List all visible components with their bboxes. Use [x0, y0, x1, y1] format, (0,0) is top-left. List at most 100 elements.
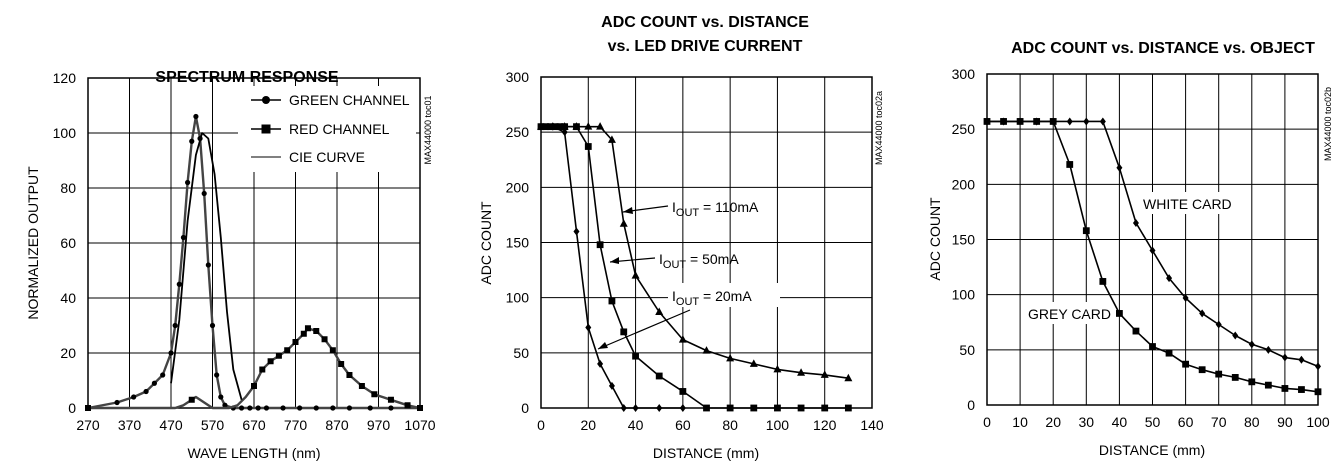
data-point-green-channel [346, 405, 353, 411]
x-tick-label: 370 [118, 417, 142, 433]
data-point-iout-50ma [596, 241, 604, 249]
y-tick-label: 80 [60, 180, 76, 196]
y-tick-label: 0 [967, 397, 975, 413]
adc-vs-distance-object-chart: ADC COUNT vs. DISTANCE vs. OBJECT 0 10 20 3… [927, 40, 1333, 458]
data-point-red-channel [358, 383, 365, 389]
y-tick-label: 40 [60, 290, 76, 306]
data-point-white-card [1132, 218, 1139, 227]
data-point-iout-50ma [584, 143, 592, 150]
data-point-iout-50ma [556, 123, 564, 131]
data-point-grey-card [1314, 388, 1322, 396]
data-point-iout-50ma [821, 404, 829, 412]
data-point-green-channel [131, 394, 137, 400]
data-point-red-channel [387, 396, 394, 403]
white-card-label-background [1140, 192, 1232, 214]
data-point-iout-50ma [703, 404, 710, 412]
chart3-series [983, 117, 1322, 396]
x-tick-label: 470 [159, 417, 183, 433]
data-point-white-card [1232, 331, 1239, 340]
data-point-red-channel [267, 358, 274, 365]
data-point-iout-50ma [632, 352, 639, 360]
x-tick-label: 100 [1306, 414, 1330, 430]
data-point-iout-20ma [573, 227, 580, 236]
x-tick-label: 90 [1277, 414, 1293, 430]
data-point-white-card [1298, 355, 1305, 364]
data-point-red-channel [371, 391, 378, 398]
data-point-grey-card [1049, 118, 1057, 125]
data-point-iout-110ma [797, 368, 806, 376]
y-tick-label: 300 [952, 66, 976, 82]
data-point-green-channel [222, 402, 228, 408]
x-tick-label: 40 [628, 417, 644, 433]
data-point-iout-110ma [726, 353, 735, 362]
chart2-y-axis-label: ADC COUNT [478, 201, 494, 285]
chart3-annotations: WHITE CARD GREY CARD [1025, 192, 1232, 324]
data-point-iout-50ma [655, 372, 663, 380]
data-point-green-channel [180, 234, 187, 241]
data-point-red-channel [188, 396, 195, 403]
y-tick-label: 150 [952, 232, 976, 248]
data-point-iout-110ma [773, 364, 782, 373]
data-point-green-channel [205, 262, 211, 268]
data-point-grey-card [1165, 349, 1173, 357]
x-tick-label: 120 [813, 417, 837, 433]
chart2-title: ADC COUNT vs. DISTANCE [601, 14, 809, 31]
chart3-title: ADC COUNT vs. DISTANCE vs. OBJECT [1011, 40, 1315, 57]
annotation-50ma: IOUT = 50mA [659, 251, 739, 271]
x-tick-label: 40 [1112, 414, 1128, 430]
data-point-iout-20ma [549, 122, 556, 131]
x-tick-label: 870 [325, 417, 349, 433]
legend-red-channel: RED CHANNEL [289, 121, 390, 137]
data-point-green-channel [330, 405, 336, 411]
y-tick-label: 300 [506, 69, 530, 85]
data-point-grey-card [1231, 374, 1239, 381]
data-point-iout-20ma [585, 323, 592, 332]
data-point-grey-card [1215, 370, 1223, 378]
data-point-iout-20ma [620, 404, 627, 412]
chart1-code-label: MAX44000 toc01 [423, 95, 433, 164]
data-point-red-channel [251, 383, 257, 389]
x-tick-label: 80 [1244, 414, 1260, 430]
data-point-iout-110ma [702, 346, 711, 354]
data-point-red-channel [300, 330, 307, 337]
data-point-iout-110ma [749, 359, 758, 367]
data-point-iout-20ma [679, 404, 686, 412]
chart3-y-ticks: 0 50 100 150 200 250 300 [952, 66, 976, 413]
data-point-iout-20ma [608, 381, 615, 390]
data-point-red-channel [304, 325, 311, 332]
data-point-green-channel [172, 322, 178, 329]
data-point-red-channel [85, 405, 91, 411]
data-point-red-channel [259, 366, 266, 373]
y-tick-label: 100 [53, 125, 77, 141]
x-tick-label: 30 [1079, 414, 1095, 430]
data-point-iout-110ma [678, 335, 687, 343]
data-point-iout-50ma [573, 123, 580, 131]
y-tick-label: 20 [60, 345, 76, 361]
annotation-grey-card: GREY CARD [1028, 306, 1111, 322]
data-point-red-channel [417, 405, 423, 411]
data-point-white-card [1315, 362, 1321, 371]
data-point-green-channel [168, 350, 174, 356]
annotation-20ma-arrow [597, 309, 691, 350]
data-point-iout-50ma [561, 123, 569, 131]
data-point-grey-card [1281, 385, 1289, 392]
data-point-green-channel [193, 113, 199, 120]
legend-circle-marker-icon [262, 96, 270, 104]
data-point-iout-110ma [619, 219, 628, 227]
data-point-iout-50ma [679, 388, 687, 395]
y-tick-label: 0 [521, 400, 529, 416]
y-tick-label: 200 [952, 176, 976, 192]
x-tick-label: 0 [537, 417, 545, 433]
data-point-green-channel [176, 281, 182, 287]
data-point-green-channel [214, 372, 220, 378]
data-point-iout-110ma [596, 122, 605, 130]
data-point-white-card [1215, 320, 1222, 329]
data-point-iout-110ma [584, 122, 593, 130]
data-point-green-channel [313, 405, 319, 411]
data-point-green-channel [218, 394, 224, 400]
legend-green-channel: GREEN CHANNEL [289, 92, 410, 108]
annotation-white-card: WHITE CARD [1143, 196, 1232, 212]
data-point-white-card [1066, 117, 1073, 126]
series-line-iout-20ma [541, 125, 683, 409]
